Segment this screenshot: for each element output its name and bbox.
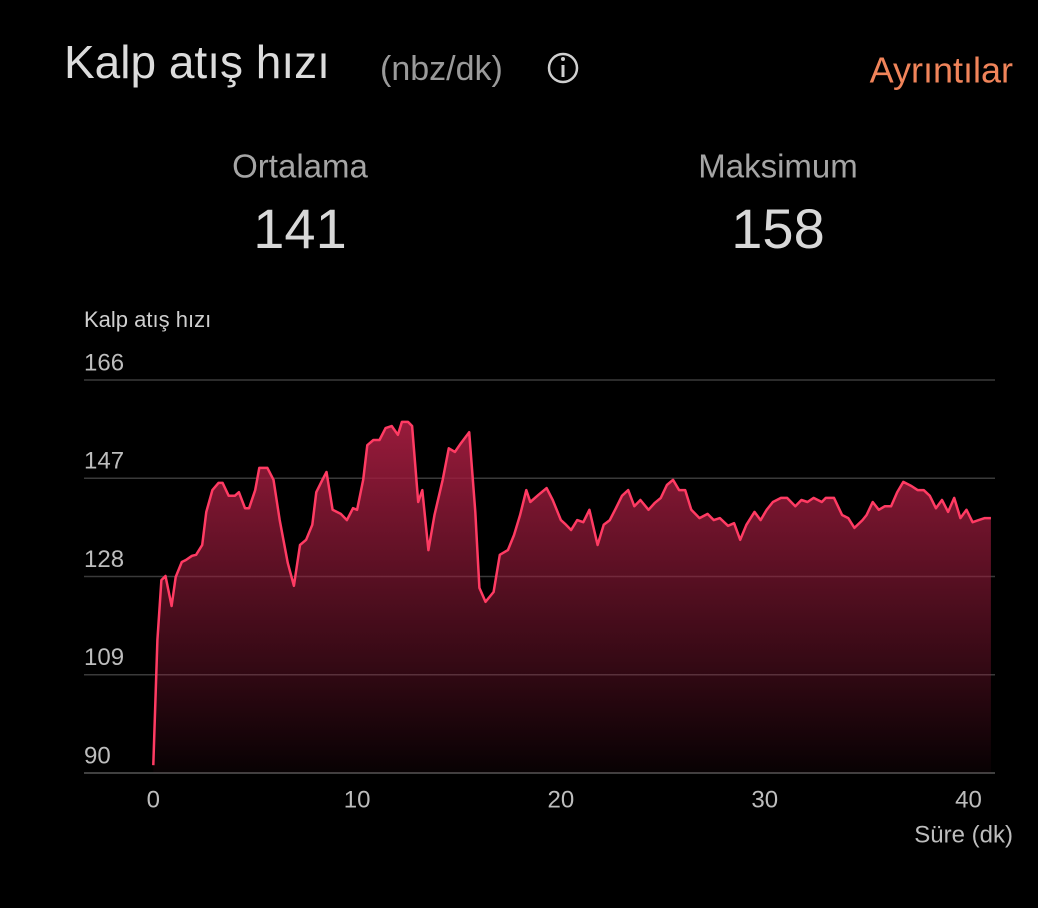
y-tick-label: 109 xyxy=(84,644,124,671)
y-tick-label: 90 xyxy=(84,742,111,769)
x-axis-label: Süre (dk) xyxy=(914,821,1013,848)
y-tick-label: 166 xyxy=(84,349,124,376)
y-axis-label: Kalp atış hızı xyxy=(84,307,211,332)
stat-label: Maksimum xyxy=(698,148,858,185)
area-fill xyxy=(153,421,991,773)
y-tick-label: 147 xyxy=(84,448,124,475)
x-tick-label: 10 xyxy=(344,786,371,813)
title: Kalp atış hızı xyxy=(64,36,330,88)
line xyxy=(152,420,991,766)
y-tick-label: 128 xyxy=(84,546,124,573)
unit: (nbz/dk) xyxy=(380,50,503,88)
x-tick-label: 20 xyxy=(548,786,575,813)
details-link[interactable]: Ayrıntılar xyxy=(870,50,1013,91)
x-tick-label: 0 xyxy=(147,786,160,813)
x-tick-label: 30 xyxy=(751,786,778,813)
stat-label: Ortalama xyxy=(232,148,368,185)
stat-value: 158 xyxy=(731,197,824,260)
x-tick-label: 40 xyxy=(955,786,982,813)
info-icon[interactable] xyxy=(547,52,579,84)
stat-value: 141 xyxy=(253,197,346,260)
